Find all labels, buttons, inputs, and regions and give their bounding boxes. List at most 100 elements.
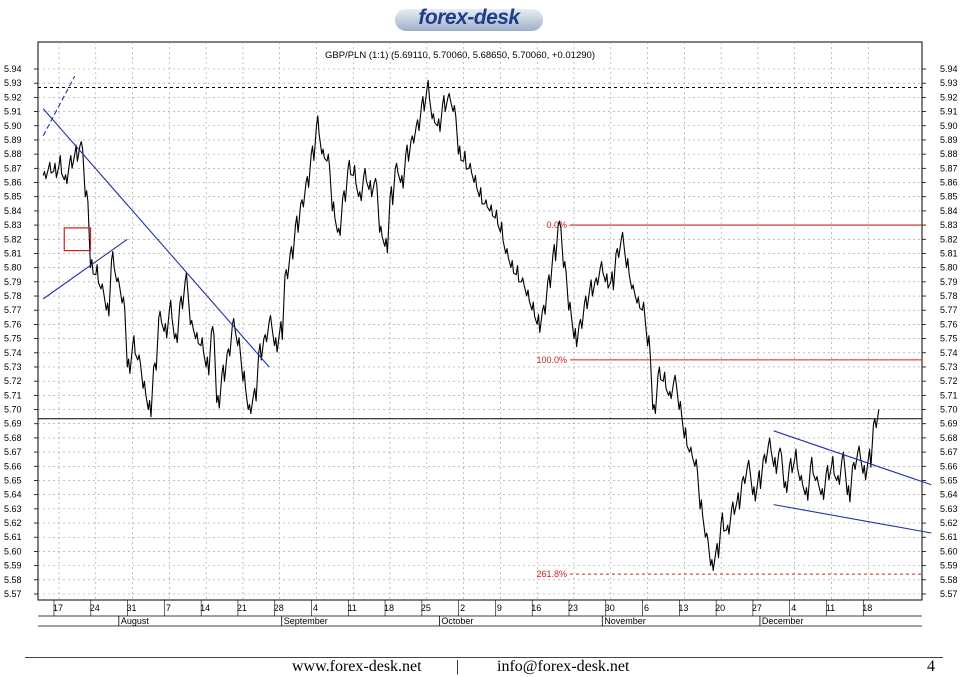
- x-tick-label: 14: [200, 603, 210, 613]
- y-tick-label-right: 5.91: [940, 107, 958, 117]
- x-tick-label: 4: [791, 603, 796, 613]
- y-tick-label-left: 5.77: [4, 305, 22, 315]
- small-support-line: [42, 238, 128, 300]
- x-tick-label: 6: [644, 603, 649, 613]
- y-tick-label-left: 5.68: [4, 433, 22, 443]
- y-tick-label-right: 5.72: [940, 376, 958, 386]
- footer-email[interactable]: info@forex-desk.net: [497, 658, 630, 675]
- forex-desk-logo: forex-desk: [395, 6, 547, 32]
- x-tick-label: 25: [421, 603, 431, 613]
- y-tick-label-left: 5.91: [4, 107, 22, 117]
- y-tick-label-right: 5.87: [940, 163, 958, 173]
- y-tick-label-right: 5.65: [940, 475, 958, 485]
- y-tick-label-right: 5.88: [940, 149, 958, 159]
- month-label: November: [604, 616, 646, 626]
- month-label: October: [441, 616, 473, 626]
- y-tick-label-right: 5.86: [940, 178, 958, 188]
- x-tick-label: 20: [715, 603, 725, 613]
- y-tick-label-left: 5.73: [4, 362, 22, 372]
- x-tick-label: 28: [274, 603, 284, 613]
- y-tick-label-right: 5.74: [940, 348, 958, 358]
- y-tick-label-right: 5.70: [940, 405, 958, 415]
- y-tick-label-right: 5.58: [940, 575, 958, 585]
- x-tick-label: 23: [568, 603, 578, 613]
- lower-channel-line: [773, 504, 932, 534]
- y-tick-label-right: 5.62: [940, 518, 958, 528]
- y-tick-label-left: 5.70: [4, 405, 22, 415]
- x-tick-label: 31: [127, 603, 137, 613]
- footer-separator: |: [456, 658, 460, 675]
- y-tick-label-left: 5.82: [4, 234, 22, 244]
- y-tick-label-right: 5.68: [940, 433, 958, 443]
- y-tick-label-left: 5.69: [4, 419, 22, 429]
- x-tick-label: 4: [313, 603, 318, 613]
- y-tick-label-right: 5.71: [940, 390, 958, 400]
- y-tick-label-right: 5.78: [940, 291, 958, 301]
- y-tick-label-right: 5.94: [940, 64, 958, 74]
- fibonacci-level-label: 100.0%: [536, 355, 567, 365]
- fibonacci-level-label: 261.8%: [536, 569, 567, 579]
- footer-website[interactable]: www.forex-desk.net: [292, 658, 422, 675]
- y-tick-label-left: 5.57: [4, 589, 22, 599]
- y-tick-label-left: 5.90: [4, 121, 22, 131]
- x-tick-label: 13: [678, 603, 688, 613]
- descending-trendline: [42, 108, 270, 368]
- y-tick-label-right: 5.64: [940, 490, 958, 500]
- y-tick-label-left: 5.74: [4, 348, 22, 358]
- y-tick-label-right: 5.79: [940, 277, 958, 287]
- y-tick-label-left: 5.79: [4, 277, 22, 287]
- upper-channel-line: [773, 430, 932, 486]
- y-tick-label-left: 5.66: [4, 461, 22, 471]
- y-tick-label-right: 5.81: [940, 248, 958, 258]
- y-tick-label-left: 5.65: [4, 475, 22, 485]
- y-tick-label-left: 5.87: [4, 163, 22, 173]
- y-tick-label-left: 5.88: [4, 149, 22, 159]
- x-tick-label: 24: [90, 603, 100, 613]
- month-label: December: [762, 616, 804, 626]
- month-label: August: [121, 616, 150, 626]
- y-tick-label-right: 5.82: [940, 234, 958, 244]
- highlight-box: [63, 227, 92, 252]
- y-tick-label-left: 5.93: [4, 78, 22, 88]
- x-tick-label: 21: [237, 603, 247, 613]
- y-tick-label-left: 5.94: [4, 64, 22, 74]
- x-tick-label: 27: [752, 603, 762, 613]
- x-tick-label: 2: [460, 603, 465, 613]
- y-tick-label-right: 5.57: [940, 589, 958, 599]
- y-tick-label-left: 5.76: [4, 319, 22, 329]
- y-tick-label-left: 5.62: [4, 518, 22, 528]
- x-tick-label: 30: [605, 603, 615, 613]
- y-tick-label-left: 5.85: [4, 192, 22, 202]
- y-tick-label-right: 5.90: [940, 121, 958, 131]
- y-tick-label-left: 5.89: [4, 135, 22, 145]
- y-tick-label-right: 5.73: [940, 362, 958, 372]
- y-tick-label-left: 5.72: [4, 376, 22, 386]
- chart-title: GBP/PLN (1:1) (5.69110, 5.70060, 5.68650…: [325, 50, 595, 61]
- y-tick-label-left: 5.92: [4, 92, 22, 102]
- y-tick-label-left: 5.61: [4, 532, 22, 542]
- x-tick-label: 18: [862, 603, 872, 613]
- y-tick-label-right: 5.66: [940, 461, 958, 471]
- y-tick-label-right: 5.69: [940, 419, 958, 429]
- footer-divider: [25, 657, 943, 658]
- y-tick-label-right: 5.85: [940, 192, 958, 202]
- y-tick-label-left: 5.78: [4, 291, 22, 301]
- y-tick-label-left: 5.67: [4, 447, 22, 457]
- x-tick-label: 16: [531, 603, 541, 613]
- month-label: September: [284, 616, 328, 626]
- x-tick-label: 7: [166, 603, 171, 613]
- y-tick-label-left: 5.64: [4, 490, 22, 500]
- x-tick-label: 17: [53, 603, 63, 613]
- x-tick-label: 9: [497, 603, 502, 613]
- y-tick-label-left: 5.80: [4, 263, 22, 273]
- y-tick-label-left: 5.63: [4, 504, 22, 514]
- y-tick-label-left: 5.81: [4, 248, 22, 258]
- y-tick-label-right: 5.63: [940, 504, 958, 514]
- price-chart: GBP/PLN (1:1) (5.69110, 5.70060, 5.68650…: [4, 41, 958, 627]
- x-tick-label: 11: [826, 603, 835, 613]
- y-tick-label-right: 5.80: [940, 263, 958, 273]
- y-tick-label-left: 5.59: [4, 561, 22, 571]
- y-tick-label-right: 5.60: [940, 546, 958, 556]
- price-line: [42, 79, 880, 571]
- y-tick-label-right: 5.61: [940, 532, 958, 542]
